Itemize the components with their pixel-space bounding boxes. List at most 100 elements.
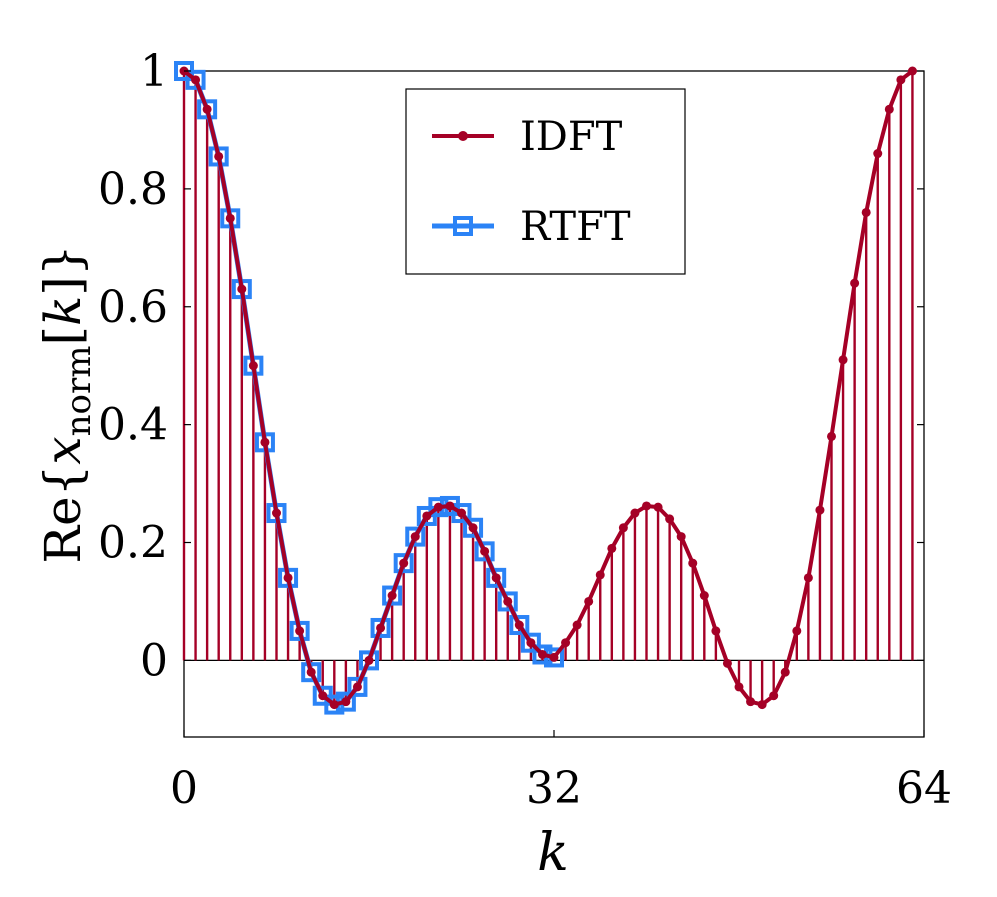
idft-marker	[850, 278, 860, 288]
idft-marker	[526, 638, 536, 648]
idft-marker	[803, 573, 813, 583]
series-layer	[174, 61, 917, 715]
y-label-open-bracket: [	[34, 326, 92, 346]
rtft-marker	[451, 503, 472, 524]
idft-marker	[676, 532, 686, 542]
idft-marker	[237, 284, 247, 294]
idft-marker	[225, 213, 235, 223]
idft-marker	[272, 508, 281, 518]
idft-marker	[873, 149, 883, 159]
idft-marker	[780, 667, 790, 677]
idft-marker	[514, 620, 524, 630]
y-tick-label: 0.4	[98, 400, 168, 451]
idft-marker	[202, 104, 212, 114]
idft-marker	[445, 501, 455, 511]
idft-marker	[618, 523, 628, 533]
idft-marker	[584, 596, 594, 606]
idft-marker	[491, 573, 501, 583]
idft-marker	[630, 508, 640, 518]
rtft-marker	[497, 591, 518, 612]
idft-marker	[364, 655, 374, 665]
rtft-marker	[393, 553, 414, 574]
idft-marker	[769, 691, 779, 701]
idft-marker	[653, 502, 663, 512]
y-tick-label: 1	[140, 46, 168, 97]
legend-label-idft: IDFT	[520, 114, 623, 160]
rtft-marker	[359, 650, 379, 671]
idft-marker	[711, 626, 721, 636]
y-label-prefix: Re{	[34, 465, 92, 564]
idft-marker	[422, 511, 432, 521]
x-tick-label: 64	[896, 763, 952, 814]
idft-marker	[214, 151, 224, 161]
legend-marker-idft	[458, 131, 468, 141]
idft-marker	[861, 207, 871, 217]
idft-marker	[665, 514, 675, 524]
idft-marker	[191, 75, 201, 85]
y-label-variable: x	[34, 436, 92, 464]
idft-marker	[387, 591, 397, 601]
y-label-subscript: norm	[59, 346, 99, 437]
rtft-marker	[405, 526, 426, 547]
x-axis-label: k	[537, 823, 569, 883]
idft-marker	[283, 573, 293, 583]
y-tick-label: 0.8	[98, 164, 168, 215]
idft-marker	[699, 591, 709, 601]
idft-marker	[827, 431, 836, 441]
x-axis-ticks: 0 32 64	[170, 730, 952, 814]
idft-marker	[537, 649, 547, 659]
idft-marker	[688, 558, 698, 568]
idft-marker	[248, 361, 258, 371]
idft-marker	[595, 570, 605, 580]
idft-marker	[410, 532, 420, 542]
idft-marker	[480, 546, 490, 556]
idft-marker	[642, 501, 651, 511]
idft-marker	[503, 596, 513, 606]
rtft-marker	[463, 517, 484, 538]
idft-marker	[607, 543, 617, 553]
idft-marker	[329, 700, 339, 710]
idft-marker	[306, 667, 316, 677]
idft-marker	[318, 691, 328, 701]
rtft-marker	[370, 617, 391, 638]
x-tick-label: 0	[170, 763, 198, 814]
idft-marker	[722, 658, 732, 668]
idft-marker	[884, 104, 894, 114]
idft-marker	[572, 620, 582, 630]
y-axis-label: Re{xnorm[k]}	[34, 244, 99, 563]
idft-marker	[757, 700, 767, 710]
y-label-suffix: }	[34, 244, 92, 276]
idft-marker	[468, 523, 478, 533]
rtft-marker	[520, 632, 541, 653]
legend-box	[405, 88, 686, 275]
idft-marker	[896, 75, 906, 85]
rtft-marker	[382, 585, 403, 606]
idft-marker	[838, 355, 848, 365]
idft-marker	[549, 652, 559, 662]
rtft-marker	[474, 541, 495, 562]
idft-marker	[399, 558, 409, 568]
y-label-close-bracket: ]	[34, 276, 92, 296]
idft-marker	[792, 626, 802, 636]
rtft-marker	[486, 567, 507, 588]
legend-label-rtft: RTFT	[520, 204, 631, 250]
y-tick-label: 0.6	[98, 282, 168, 333]
idft-marker	[815, 505, 825, 515]
idft-marker	[352, 682, 362, 692]
idft-marker	[433, 502, 443, 512]
legend: IDFT RTFT	[405, 88, 686, 275]
x-tick-label: 32	[526, 763, 582, 814]
rtft-marker	[301, 662, 322, 683]
series-line-idft	[182, 69, 914, 707]
y-tick-label: 0.2	[98, 518, 168, 569]
rtft-marker	[185, 69, 206, 90]
idft-marker	[734, 682, 744, 692]
legend-marker-rtft	[453, 216, 473, 236]
idft-marker	[260, 437, 270, 447]
idft-marker	[746, 697, 756, 707]
rtft-marker	[509, 615, 530, 636]
idft-marker	[457, 508, 466, 518]
rtft-marker	[347, 676, 368, 697]
y-tick-label: 0	[140, 635, 168, 686]
